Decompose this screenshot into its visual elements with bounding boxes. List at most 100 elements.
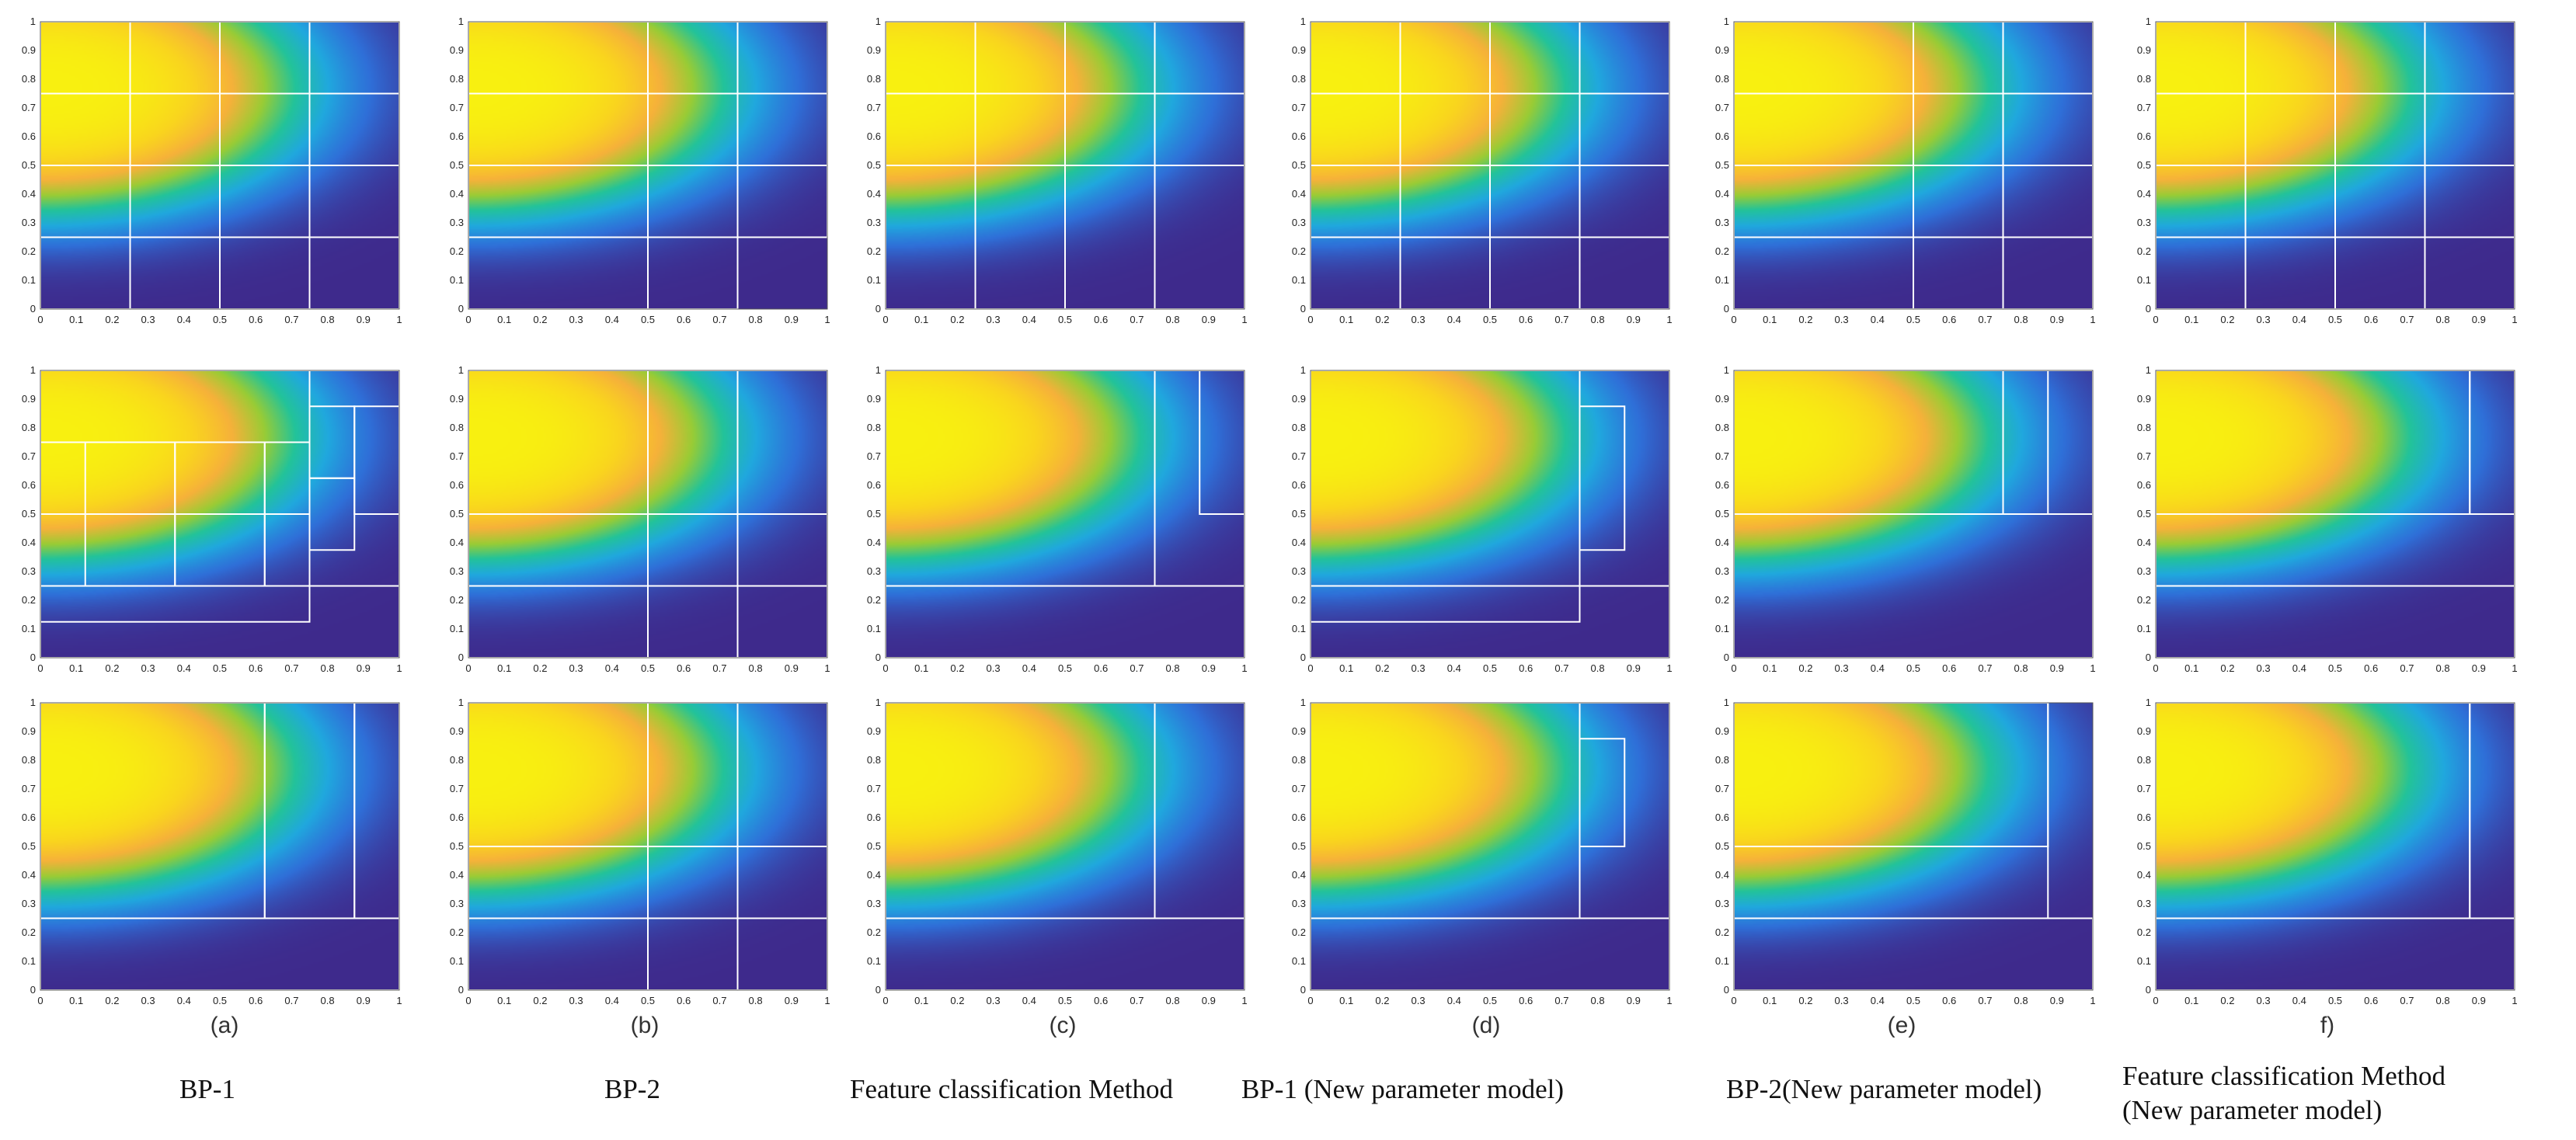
- y-tick-label: 0: [1300, 303, 1306, 315]
- x-tick-label: 0.5: [641, 662, 655, 674]
- x-tick-label: 0.7: [712, 314, 726, 325]
- panel-c-row1: 0 0.1 0.2 0.3 0.4 0.5 0.6 0.7 0.8 0.9 1 0 0.1 0.2 0.3 0…: [867, 16, 1248, 325]
- x-tick-label: 0.6: [1519, 314, 1533, 325]
- x-tick-label: 0.4: [1447, 995, 1461, 1006]
- x-tick-label: 0.7: [1978, 662, 1992, 674]
- x-tick-label: 0.1: [497, 314, 511, 325]
- y-tick-label: 0.7: [22, 783, 36, 794]
- x-tick-label: 0.7: [1130, 314, 1144, 325]
- x-tick-label: 0.8: [1166, 662, 1180, 674]
- y-tick-label: 0.7: [2137, 102, 2151, 113]
- x-tick-label: 1: [1666, 314, 1672, 325]
- y-tick-label: 0.4: [2137, 537, 2151, 548]
- y-tick-label: 0: [1724, 984, 1729, 996]
- y-tick-label: 0.1: [2137, 274, 2151, 286]
- y-tick-label: 0.9: [867, 725, 881, 737]
- x-tick-label: 0.4: [1022, 314, 1036, 325]
- panel-letter-b: (b): [630, 1013, 660, 1038]
- y-tick-label: 0.8: [450, 754, 464, 766]
- y-tick-label: 0: [30, 652, 36, 663]
- x-tick-label: 0.3: [1412, 314, 1426, 325]
- panel-d-row1: 0 0.1 0.2 0.3 0.4 0.5 0.6 0.7 0.8 0.9 1 0 0.1 0.2 0.3 0…: [1292, 16, 1673, 325]
- x-tick-label: 1: [824, 662, 830, 674]
- panel-f-row3: 0 0.1 0.2 0.3 0.4 0.5 0.6 0.7 0.8 0.9 1 0 0.1 0.2 0.3 0…: [2137, 697, 2518, 1006]
- y-tick-label: 0.3: [22, 565, 36, 577]
- x-tick-label: 0.7: [2400, 662, 2414, 674]
- axes-frame: [885, 370, 1245, 659]
- x-tick-label: 0.9: [785, 995, 799, 1006]
- y-tick-label: 0.5: [867, 840, 881, 852]
- x-tick-label: 0.9: [2050, 662, 2064, 674]
- y-tick-label: 0.2: [450, 594, 464, 606]
- y-tick-label: 0: [2146, 652, 2151, 663]
- x-tick-label: 0.6: [2364, 662, 2378, 674]
- method-label-feature: Feature classification Method: [850, 1074, 1173, 1104]
- x-tick-label: 0: [37, 662, 43, 674]
- y-tick-label: 0: [1300, 984, 1306, 996]
- x-tick-label: 0.7: [1978, 995, 1992, 1006]
- y-tick-label: 0.5: [450, 840, 464, 852]
- y-tick-label: 0.2: [1292, 245, 1306, 257]
- y-tick-label: 0.6: [867, 130, 881, 142]
- y-tick-label: 0.8: [867, 73, 881, 85]
- y-tick-label: 1: [1724, 697, 1729, 708]
- x-tick-label: 0: [2153, 662, 2158, 674]
- y-tick-label: 0.4: [867, 537, 881, 548]
- y-tick-label: 0.2: [1715, 926, 1729, 938]
- axes-frame: [1310, 370, 1670, 659]
- y-tick-label: 1: [1300, 364, 1306, 376]
- y-tick-label: 0.9: [1715, 44, 1729, 56]
- x-tick-label: 0.2: [1798, 314, 1812, 325]
- y-tick-label: 0.4: [450, 869, 464, 881]
- x-tick-label: 0.1: [69, 314, 83, 325]
- method-label-feature-new-2: (New parameter model): [2122, 1095, 2383, 1125]
- x-tick-label: 0.4: [605, 314, 619, 325]
- x-tick-label: 0.8: [321, 662, 335, 674]
- x-tick-label: 0.1: [914, 314, 928, 325]
- y-tick-label: 0.4: [867, 869, 881, 881]
- axes-frame: [1310, 21, 1670, 310]
- y-tick-label: 0.6: [1292, 812, 1306, 823]
- x-tick-label: 0.2: [105, 995, 119, 1006]
- y-tick-label: 0.9: [2137, 725, 2151, 737]
- x-tick-label: 0.3: [141, 662, 155, 674]
- x-tick-label: 0.2: [1375, 662, 1389, 674]
- panel-e-row1: 0 0.1 0.2 0.3 0.4 0.5 0.6 0.7 0.8 0.9 1 0 0.1 0.2 0.3 0…: [1715, 16, 2096, 325]
- x-tick-label: 0.9: [357, 995, 371, 1006]
- x-tick-label: 0.1: [914, 662, 928, 674]
- y-tick-label: 0.6: [867, 812, 881, 823]
- heatmap-field: [886, 370, 1244, 658]
- y-tick-label: 0.3: [867, 898, 881, 909]
- y-tick-label: 0.8: [2137, 73, 2151, 85]
- x-tick-label: 0.8: [749, 314, 763, 325]
- x-tick-label: 0.2: [950, 662, 964, 674]
- y-tick-label: 0.1: [22, 955, 36, 967]
- y-tick-label: 0.4: [450, 188, 464, 200]
- x-tick-label: 0.6: [1942, 314, 1956, 325]
- x-tick-label: 0.8: [321, 995, 335, 1006]
- x-tick-label: 0.3: [1835, 662, 1849, 674]
- y-tick-label: 0.9: [22, 393, 36, 405]
- x-tick-label: 0.8: [2014, 314, 2028, 325]
- x-tick-label: 0.3: [987, 995, 1001, 1006]
- x-tick-label: 0.3: [2257, 662, 2271, 674]
- axes-frame: [2155, 21, 2515, 310]
- x-tick-label: 0.2: [950, 995, 964, 1006]
- y-tick-label: 1: [458, 364, 464, 376]
- panel-c-row3: 0 0.1 0.2 0.3 0.4 0.5 0.6 0.7 0.8 0.9 1 0 0.1 0.2 0.3 0…: [867, 697, 1248, 1006]
- y-tick-label: 0.4: [2137, 869, 2151, 881]
- method-label-bp1-new: BP-1 (New parameter model): [1241, 1074, 1564, 1104]
- y-tick-label: 0.6: [1715, 130, 1729, 142]
- x-tick-label: 0.4: [1447, 314, 1461, 325]
- y-tick-label: 0.9: [1292, 725, 1306, 737]
- x-tick-label: 0.6: [1094, 662, 1108, 674]
- axes-frame: [1310, 702, 1670, 991]
- x-tick-label: 0.2: [2220, 995, 2234, 1006]
- axes-frame: [2155, 370, 2515, 659]
- y-tick-label: 0.1: [1292, 274, 1306, 286]
- x-tick-label: 0.6: [249, 314, 263, 325]
- y-tick-label: 0.1: [22, 623, 36, 634]
- x-tick-label: 0: [1307, 314, 1313, 325]
- x-tick-label: 0.7: [2400, 995, 2414, 1006]
